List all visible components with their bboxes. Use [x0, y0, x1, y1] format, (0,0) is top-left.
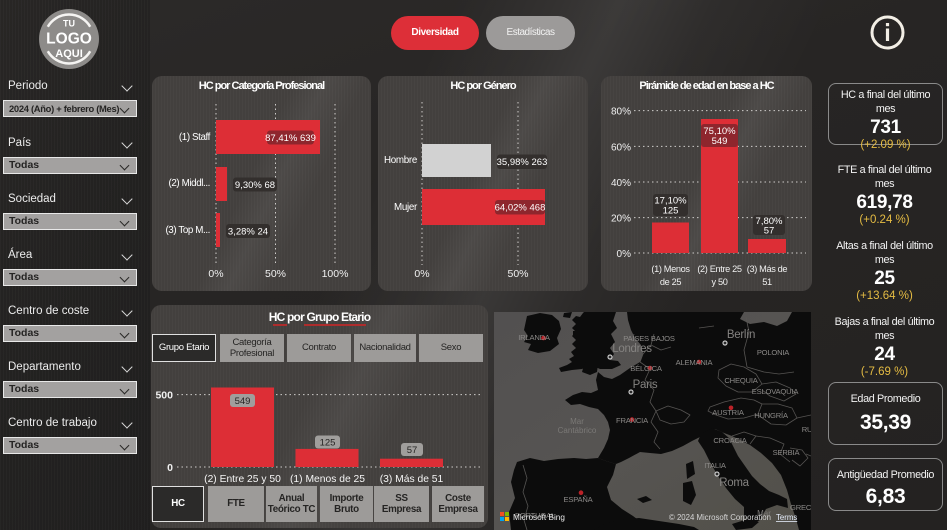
svg-text:Berlín: Berlín — [727, 329, 755, 341]
svg-text:0: 0 — [167, 462, 173, 474]
svg-text:POLONIA: POLONIA — [757, 348, 790, 357]
svg-text:75,10%: 75,10% — [703, 126, 736, 137]
svg-text:17,10%: 17,10% — [654, 196, 687, 207]
svg-text:AUSTRIA: AUSTRIA — [712, 408, 745, 417]
svg-text:ITALIA: ITALIA — [704, 461, 727, 470]
svg-text:3,28% 24: 3,28% 24 — [228, 227, 268, 238]
svg-text:Mujer: Mujer — [394, 202, 418, 213]
svg-text:CROACIA: CROACIA — [713, 436, 747, 445]
svg-text:80%: 80% — [611, 107, 631, 118]
svg-text:Microsoft Bing: Microsoft Bing — [513, 513, 565, 522]
svg-text:Cantábrico: Cantábrico — [558, 426, 597, 435]
svg-text:549: 549 — [712, 136, 728, 147]
svg-text:Mar: Mar — [570, 417, 584, 426]
svg-text:60%: 60% — [611, 142, 631, 153]
svg-text:64,02% 468: 64,02% 468 — [495, 203, 546, 214]
svg-text:Londres: Londres — [612, 343, 652, 355]
svg-text:7,80%: 7,80% — [756, 216, 783, 227]
svg-text:IRLANDA: IRLANDA — [518, 333, 551, 342]
svg-text:HUNGRÍA: HUNGRÍA — [754, 411, 789, 420]
svg-text:87,41% 639: 87,41% 639 — [265, 133, 316, 144]
svg-text:© 2024 Microsoft Corporation: © 2024 Microsoft Corporation — [669, 513, 771, 522]
svg-text:CHEQUIA: CHEQUIA — [724, 376, 758, 385]
svg-text:125: 125 — [320, 438, 336, 449]
svg-text:9,30% 68: 9,30% 68 — [235, 180, 275, 191]
svg-text:0%: 0% — [617, 249, 632, 260]
svg-text:Hombre: Hombre — [384, 155, 418, 166]
svg-text:ALEMANIA: ALEMANIA — [676, 358, 714, 367]
svg-text:(3) Más de 51: (3) Más de 51 — [380, 474, 444, 485]
svg-text:(2) Entre 25 y 50: (2) Entre 25 y 50 — [204, 474, 281, 485]
svg-text:SERBIA: SERBIA — [773, 448, 801, 457]
svg-text:(1) Menos: (1) Menos — [651, 264, 690, 274]
svg-text:(3) Top M...: (3) Top M... — [165, 225, 210, 236]
svg-text:549: 549 — [235, 396, 251, 407]
svg-text:(1) Menos de 25: (1) Menos de 25 — [290, 474, 365, 485]
svg-text:50%: 50% — [507, 268, 528, 280]
svg-text:ESPAÑA: ESPAÑA — [563, 495, 593, 504]
svg-text:ESLOVAQUIA: ESLOVAQUIA — [752, 387, 800, 396]
svg-text:Mar: Mar — [757, 509, 771, 518]
svg-text:500: 500 — [155, 390, 173, 402]
svg-text:0%: 0% — [414, 268, 429, 280]
svg-text:Paris: Paris — [633, 379, 658, 391]
svg-text:FRANCIA: FRANCIA — [616, 416, 649, 425]
svg-text:125: 125 — [663, 206, 679, 217]
svg-text:Terms: Terms — [776, 513, 797, 522]
svg-text:de 25: de 25 — [660, 277, 681, 287]
svg-text:AQUI: AQUI — [55, 48, 83, 60]
svg-text:35,98% 263: 35,98% 263 — [497, 157, 548, 168]
svg-text:(2) Middl...: (2) Middl... — [169, 178, 210, 189]
svg-text:GRECIA: GRECIA — [790, 503, 811, 512]
svg-text:TU: TU — [63, 19, 75, 29]
svg-text:0%: 0% — [208, 268, 223, 280]
svg-text:51: 51 — [762, 277, 772, 287]
svg-text:LOGO: LOGO — [46, 31, 92, 48]
svg-text:20%: 20% — [611, 214, 631, 225]
svg-text:BÉLGICA: BÉLGICA — [630, 364, 663, 373]
svg-text:(3) Más de: (3) Más de — [747, 264, 788, 274]
svg-text:(1) Staff: (1) Staff — [179, 132, 211, 143]
svg-text:50%: 50% — [265, 268, 286, 280]
svg-text:Roma: Roma — [719, 477, 749, 489]
svg-text:100%: 100% — [322, 268, 349, 280]
svg-text:(2) Entre 25: (2) Entre 25 — [697, 264, 742, 274]
svg-text:PAÍSES BAJOS: PAÍSES BAJOS — [623, 334, 675, 343]
svg-text:PORTUGAL: PORTUGAL — [515, 511, 555, 520]
svg-text:40%: 40% — [611, 178, 631, 189]
svg-text:RU: RU — [802, 425, 811, 434]
svg-text:57: 57 — [407, 445, 418, 456]
svg-text:57: 57 — [764, 226, 775, 237]
svg-text:y 50: y 50 — [712, 277, 728, 287]
